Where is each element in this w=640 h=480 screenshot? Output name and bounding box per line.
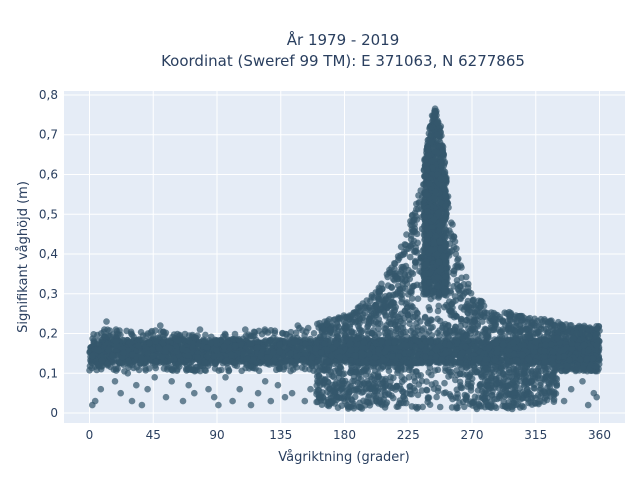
data-point bbox=[415, 199, 423, 207]
data-point bbox=[282, 338, 289, 346]
data-point bbox=[422, 353, 429, 361]
data-point bbox=[246, 340, 253, 347]
data-point bbox=[434, 307, 442, 315]
data-point bbox=[388, 353, 396, 360]
data-point bbox=[457, 384, 465, 391]
data-point bbox=[432, 353, 440, 361]
data-point bbox=[506, 316, 514, 323]
data-point bbox=[461, 403, 468, 411]
data-point bbox=[221, 330, 229, 338]
data-point bbox=[379, 356, 387, 363]
data-point bbox=[258, 330, 266, 338]
data-point bbox=[89, 335, 96, 342]
data-point bbox=[411, 313, 419, 320]
data-point bbox=[465, 280, 472, 288]
data-point bbox=[334, 321, 341, 329]
data-point bbox=[276, 341, 283, 349]
data-point bbox=[162, 346, 169, 353]
data-point bbox=[289, 366, 297, 373]
data-point bbox=[425, 369, 432, 376]
data-point bbox=[338, 402, 346, 410]
data-point bbox=[173, 348, 180, 355]
data-point bbox=[393, 382, 401, 390]
data-point bbox=[327, 336, 334, 344]
data-point bbox=[208, 333, 215, 341]
data-point bbox=[434, 315, 441, 323]
data-point bbox=[270, 334, 277, 342]
data-point bbox=[212, 360, 219, 367]
data-point bbox=[235, 335, 242, 343]
data-point bbox=[321, 340, 329, 348]
data-point bbox=[155, 352, 163, 360]
data-point bbox=[155, 345, 163, 352]
data-point bbox=[410, 237, 418, 245]
data-point bbox=[451, 238, 459, 245]
data-point bbox=[254, 338, 261, 346]
data-point bbox=[426, 337, 434, 345]
data-point bbox=[476, 381, 484, 389]
data-point bbox=[489, 388, 496, 395]
chart-title: År 1979 - 2019 bbox=[287, 30, 400, 49]
data-point bbox=[406, 320, 414, 328]
data-point bbox=[458, 315, 465, 323]
data-point bbox=[390, 374, 397, 382]
data-point bbox=[264, 340, 272, 347]
data-point bbox=[445, 373, 452, 380]
data-point bbox=[408, 295, 416, 302]
data-point bbox=[453, 277, 461, 284]
data-point bbox=[287, 358, 295, 365]
data-point bbox=[399, 388, 406, 395]
data-point bbox=[348, 357, 356, 364]
data-point bbox=[530, 384, 537, 392]
data-point bbox=[358, 405, 366, 412]
data-point bbox=[360, 397, 367, 405]
data-point bbox=[433, 393, 440, 401]
data-point bbox=[395, 254, 403, 262]
chart-subtitle: Koordinat (Sweref 99 TM): E 371063, N 62… bbox=[161, 52, 525, 70]
data-point bbox=[441, 379, 448, 387]
data-point bbox=[414, 295, 422, 303]
data-point bbox=[397, 290, 404, 297]
data-point bbox=[408, 269, 415, 276]
data-point bbox=[237, 341, 245, 348]
data-point bbox=[94, 337, 101, 345]
data-point bbox=[230, 335, 238, 343]
data-point bbox=[426, 306, 434, 314]
data-point bbox=[271, 356, 278, 364]
data-point bbox=[436, 332, 443, 340]
data-point bbox=[231, 330, 239, 338]
data-point bbox=[354, 341, 362, 348]
data-point bbox=[89, 352, 96, 360]
data-point bbox=[463, 393, 470, 401]
data-point bbox=[412, 343, 419, 351]
data-point bbox=[456, 354, 464, 361]
data-point bbox=[249, 356, 257, 363]
data-point bbox=[344, 402, 352, 410]
data-point bbox=[390, 291, 397, 299]
data-point bbox=[401, 250, 408, 258]
data-point bbox=[449, 221, 456, 228]
data-point bbox=[413, 206, 420, 213]
data-points bbox=[86, 105, 603, 413]
data-point bbox=[264, 360, 272, 368]
data-point bbox=[475, 394, 482, 401]
data-point bbox=[418, 387, 426, 394]
data-point bbox=[435, 302, 443, 310]
data-point bbox=[440, 389, 448, 397]
